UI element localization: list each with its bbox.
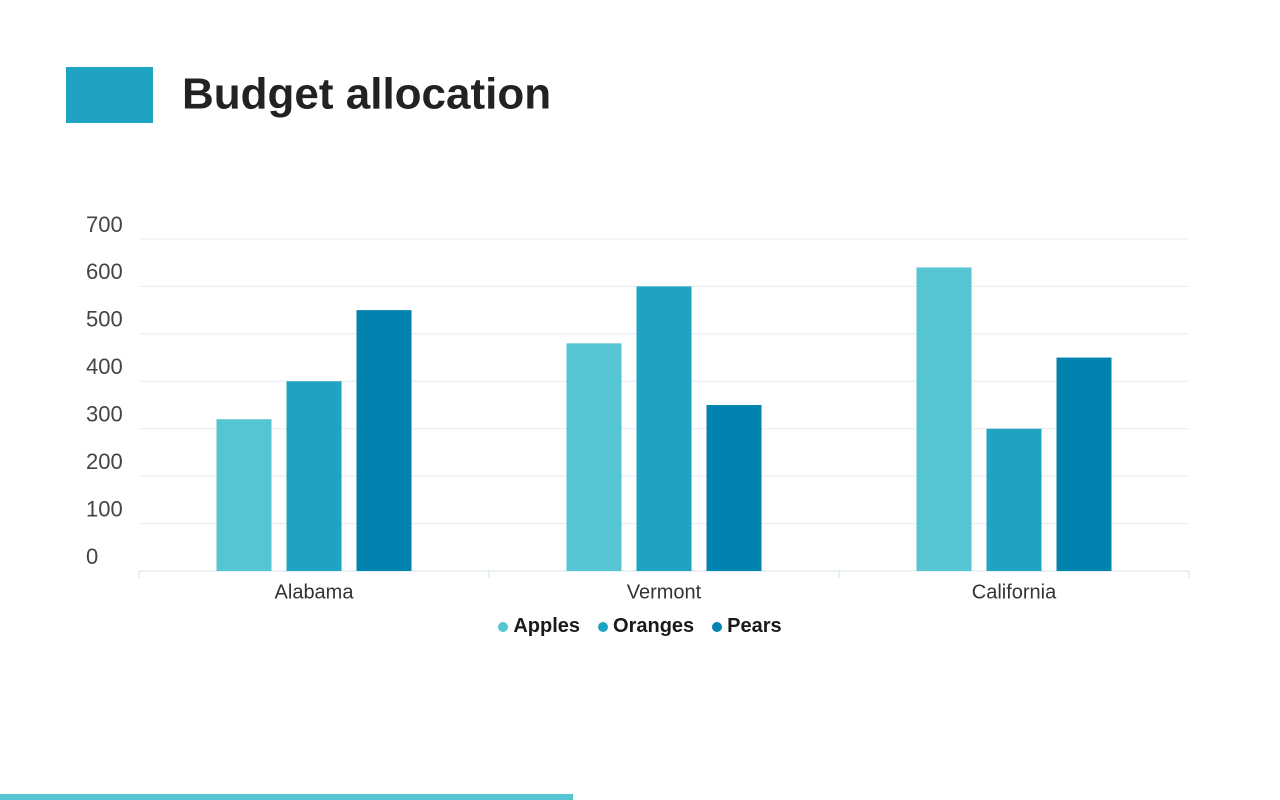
- x-tick-label: California: [972, 581, 1057, 603]
- bar: [566, 343, 622, 571]
- title-box: [66, 67, 153, 123]
- chart-title: Budget allocation: [182, 70, 551, 119]
- bottom-accent: [0, 794, 573, 800]
- bar: [1056, 357, 1112, 571]
- legend-item: Pears: [712, 615, 782, 638]
- legend-swatch: [498, 621, 509, 632]
- bar: [636, 286, 692, 571]
- y-tick-label: 700: [86, 212, 123, 237]
- bar: [916, 267, 972, 571]
- x-tick-label: Vermont: [627, 581, 702, 603]
- y-tick-label: 400: [86, 354, 123, 379]
- y-tick-label: 0: [86, 544, 98, 569]
- legend-item: Apples: [498, 615, 580, 638]
- y-tick-label: 300: [86, 402, 123, 427]
- legend: Apples Oranges Pears: [0, 615, 1280, 638]
- legend-swatch: [712, 621, 723, 632]
- legend-swatch: [598, 621, 609, 632]
- bar: [356, 310, 412, 571]
- legend-label: Oranges: [613, 615, 695, 637]
- bar: [286, 381, 342, 571]
- legend-label: Pears: [727, 615, 782, 637]
- bar: [706, 405, 762, 571]
- bar: [986, 428, 1042, 571]
- legend-item: Oranges: [598, 615, 694, 638]
- x-tick-label: Alabama: [275, 581, 355, 603]
- y-tick-label: 200: [86, 449, 123, 474]
- y-tick-label: 500: [86, 307, 123, 332]
- bar: [216, 419, 272, 571]
- y-tick-label: 100: [86, 496, 123, 521]
- legend-label: Apples: [513, 615, 581, 637]
- y-tick-label: 600: [86, 259, 123, 284]
